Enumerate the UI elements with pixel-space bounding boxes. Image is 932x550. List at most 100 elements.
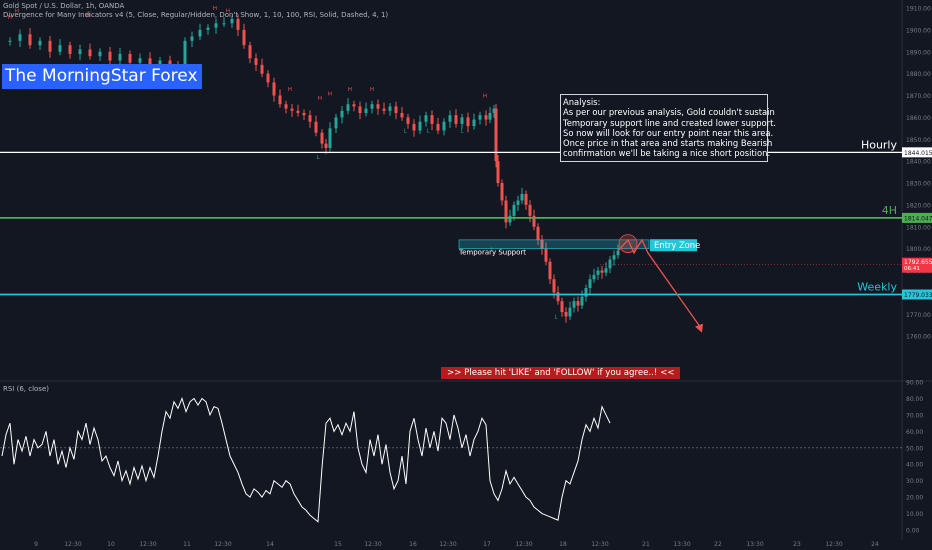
candle-body <box>340 110 344 118</box>
candle-body <box>580 296 584 306</box>
candle-body <box>496 161 500 183</box>
level-price-box <box>902 212 932 223</box>
candle-body <box>484 115 488 120</box>
candle-body <box>430 115 434 124</box>
time-axis-label: 21 <box>642 541 650 548</box>
rsi-tick-label: 30.00 <box>906 478 923 485</box>
pivot-high-marker: H <box>15 8 19 14</box>
pivot-high-marker: H <box>370 87 374 93</box>
candle-body <box>324 143 328 148</box>
candle-body <box>284 104 288 109</box>
candle-body <box>406 117 410 124</box>
projection-line <box>617 238 703 330</box>
price-tick-label: 1770.00 <box>906 312 931 319</box>
pivot-high-marker: H <box>226 8 230 14</box>
analysis-line: Temporary support line and created lower… <box>563 117 777 128</box>
time-axis-label: 12:30 <box>591 541 608 548</box>
price-tick-label: 1830.00 <box>906 181 931 188</box>
candle-body <box>532 215 536 227</box>
level-price-label: 1779.033 <box>904 292 932 299</box>
analysis-line: As per our previous analysis, Gold could… <box>563 107 775 118</box>
candle-body <box>158 60 162 65</box>
rsi-tick-label: 50.00 <box>906 445 923 452</box>
pivot-high-marker: H <box>213 6 217 12</box>
candle-body <box>48 40 52 52</box>
candle-body <box>494 108 498 162</box>
level-price-label: 1814.047 <box>904 215 932 222</box>
candle-body <box>376 104 380 109</box>
candle-body <box>448 115 452 122</box>
candle-body <box>388 106 392 111</box>
time-axis-label: 12:30 <box>515 541 532 548</box>
price-tick-label: 1810.00 <box>906 224 931 231</box>
candle-body <box>524 193 528 205</box>
entry-circle <box>618 234 638 253</box>
pivot-low-marker: L <box>426 129 430 135</box>
time-axis-label: 12:30 <box>64 541 81 548</box>
pivot-high-marker: H <box>328 92 332 98</box>
candle-body <box>290 108 294 111</box>
price-tick-label: 1860.00 <box>906 115 931 122</box>
candle-body <box>358 106 362 113</box>
level-label: 4H <box>882 204 897 217</box>
time-axis-label: 11 <box>183 541 191 548</box>
candle-body <box>58 45 62 52</box>
symbol-title: Gold Spot / U.S. Dollar, 1h, OANDA <box>3 2 125 10</box>
time-axis-label: 22 <box>714 541 722 548</box>
pivot-low-marker: L <box>403 129 407 135</box>
candle-body <box>78 49 82 54</box>
candle-body <box>616 250 620 256</box>
analysis-line: Analysis: <box>563 97 601 107</box>
price-tick-label: 1910.00 <box>906 6 931 13</box>
time-axis-label: 13:30 <box>673 541 690 548</box>
entry-zone-box <box>650 239 697 252</box>
candle-body <box>584 288 588 297</box>
price-tick-label: 1890.00 <box>906 49 931 56</box>
candle-body <box>576 301 580 306</box>
candle-body <box>206 27 210 30</box>
indicator-title: Divergence for Many Indicators v4 (5, Cl… <box>3 11 389 19</box>
candle-body <box>424 115 428 122</box>
candle-body <box>412 123 416 131</box>
candle-body <box>556 292 560 302</box>
candle-body <box>242 29 246 46</box>
analysis-box: Analysis: As per our previous analysis, … <box>560 94 777 162</box>
rsi-tick-label: 10.00 <box>906 511 923 518</box>
candle-body <box>334 117 338 129</box>
candle-body <box>382 108 386 111</box>
candle-body <box>230 18 234 24</box>
pivot-high-marker: H <box>483 94 487 100</box>
candle-body <box>236 18 240 30</box>
pivot-low-marker: L <box>460 129 464 135</box>
time-axis-label: 16 <box>409 541 417 548</box>
candle-body <box>460 117 464 124</box>
time-axis-label: 23 <box>793 541 801 548</box>
time-axis-label: 9 <box>34 541 38 548</box>
candle-body <box>8 40 12 42</box>
candle-body <box>394 106 398 113</box>
candle-body <box>418 121 422 131</box>
candle-body <box>492 108 496 113</box>
candle-body <box>138 58 142 63</box>
candle-body <box>540 239 544 249</box>
rsi-line <box>1 396 611 523</box>
level-label: Weekly <box>857 280 897 293</box>
time-axis-label: 12:30 <box>825 541 842 548</box>
candle-body <box>592 274 596 280</box>
entry-zone-label: Entry Zone <box>654 240 700 250</box>
brand-banner: The MorningStar Forex <box>2 64 202 89</box>
candle-body <box>572 301 576 308</box>
support-zone-label: Temporary Support <box>458 249 526 257</box>
level-price-label: 1844.015 <box>904 150 932 157</box>
pivot-low-marker: L <box>316 155 320 161</box>
candle-body <box>548 261 552 280</box>
candle-body <box>148 58 152 65</box>
time-axis-label: 10 <box>107 541 115 548</box>
candle-body <box>314 121 318 133</box>
candle-body <box>604 268 608 273</box>
current-price-countdown: 06:41 <box>904 266 920 272</box>
time-axis-label: 14 <box>266 541 274 548</box>
candle-body <box>520 193 524 201</box>
candle-body <box>560 301 564 313</box>
